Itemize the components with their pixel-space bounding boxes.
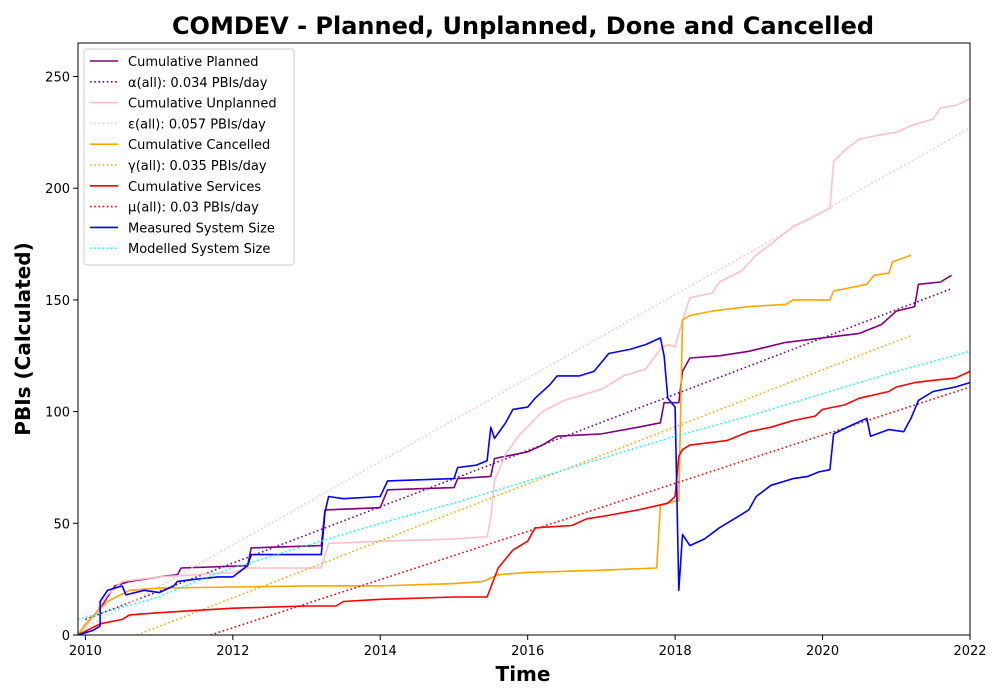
series-line-9	[78, 350, 970, 621]
y-axis: 0 50 100 150 200 250	[45, 71, 78, 644]
y-axis-label: PBIs (Calculated)	[11, 242, 35, 435]
series-line-8	[78, 337, 970, 635]
y-tick-label: 150	[45, 294, 70, 309]
x-tick-label: 2016	[511, 644, 544, 659]
series-line-5	[136, 334, 912, 635]
legend-label: α(all): 0.034 PBIs/day	[128, 76, 268, 91]
legend-label: γ(all): 0.035 PBIs/day	[128, 159, 267, 174]
y-tick-label: 50	[53, 517, 70, 532]
x-tick-label: 2020	[806, 644, 839, 659]
legend-label: μ(all): 0.03 PBIs/day	[128, 201, 259, 216]
series-line-3	[85, 127, 970, 629]
legend-label: Cumulative Cancelled	[128, 138, 270, 153]
y-tick-label: 0	[62, 629, 70, 644]
legend-label: Cumulative Planned	[128, 55, 258, 70]
legend-label: Measured System Size	[128, 221, 275, 236]
legend-box	[83, 48, 295, 266]
legend-label: Modelled System Size	[128, 242, 270, 257]
y-tick-label: 250	[45, 71, 70, 86]
y-tick-label: 200	[45, 182, 70, 197]
x-axis: 2010 2012 2014 2016 2018 2020 2022	[69, 635, 987, 659]
series-line-6	[78, 370, 970, 635]
series-layer	[78, 98, 970, 635]
x-tick-label: 2014	[364, 644, 397, 659]
x-tick-label: 2010	[69, 644, 102, 659]
x-tick-label: 2012	[216, 644, 249, 659]
y-tick-label: 100	[45, 406, 70, 421]
x-tick-label: 2018	[659, 644, 692, 659]
x-tick-label: 2022	[953, 644, 986, 659]
series-line-0	[78, 274, 953, 635]
series-line-1	[85, 287, 952, 621]
legend-label: Cumulative Services	[128, 180, 261, 195]
chart-title: COMDEV - Planned, Unplanned, Done and Ca…	[172, 12, 874, 40]
x-axis-label: Time	[496, 662, 551, 686]
legend-label: Cumulative Unplanned	[128, 97, 277, 112]
series-line-7	[210, 386, 970, 635]
plot-frame	[77, 42, 971, 636]
legend: Cumulative Planned α(all): 0.034 PBIs/day…	[83, 48, 295, 266]
legend-label: ε(all): 0.057 PBIs/day	[128, 117, 266, 132]
